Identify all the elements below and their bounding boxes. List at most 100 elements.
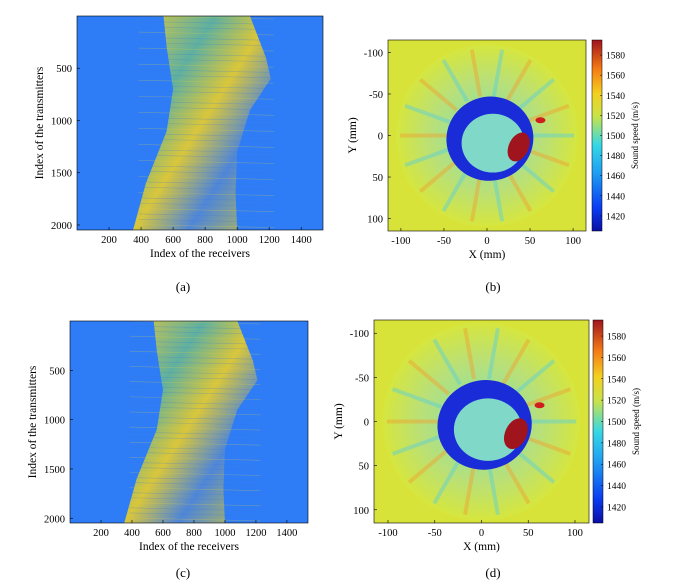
texture-streak — [129, 351, 261, 355]
x-tick-label: 800 — [197, 235, 213, 246]
panel-label: (b) — [485, 279, 500, 294]
colorbar-tick-label: 1460 — [606, 172, 625, 182]
colorbar-tick-label: 1580 — [606, 52, 625, 62]
artifact-streak — [523, 103, 570, 124]
colorbar: 1420 1440 1460 1480 1500 1520 1540 1560 1580 Soun… — [592, 319, 641, 524]
texture-streak — [129, 356, 261, 360]
texture-streak — [129, 321, 261, 325]
colorbar-tick-label: 1540 — [607, 375, 626, 385]
texture-streak — [138, 160, 274, 164]
artifact-streak — [391, 387, 442, 409]
y-tick-label: 500 — [49, 366, 65, 377]
artifact-streak — [404, 103, 451, 124]
texture-streak — [138, 79, 274, 84]
x-axis-label: Index of the receivers — [139, 541, 239, 553]
colorbar-tick-label: 1560 — [606, 72, 625, 82]
texture-streak — [138, 213, 274, 218]
texture-streak — [129, 472, 261, 476]
x-tick-label: 1000 — [227, 235, 248, 246]
high-speed-spot — [535, 117, 546, 124]
artifact-streak — [407, 447, 450, 484]
texture-streak — [129, 386, 261, 390]
colorbar-tick-label: 1520 — [606, 112, 625, 122]
texture-streak — [138, 21, 274, 25]
plot-area — [70, 321, 308, 523]
texture-streak — [138, 106, 274, 111]
x-tick-label: 600 — [165, 235, 181, 246]
y-tick-label: 1000 — [51, 116, 72, 127]
colorbar-tick-label: 1420 — [607, 503, 626, 513]
x-tick-label: 1200 — [259, 235, 280, 246]
texture-streak — [138, 42, 274, 47]
texture-streak — [138, 165, 274, 170]
texture-streak — [129, 436, 261, 441]
artifact-streak — [491, 174, 505, 222]
artifact-streak — [505, 59, 533, 103]
texture-streak — [129, 396, 261, 401]
plot-area — [388, 40, 586, 231]
x-tick-label: 100 — [567, 528, 583, 539]
texture-streak — [138, 133, 274, 137]
texture-streak — [138, 208, 274, 212]
x-axis-label: X (mm) — [469, 249, 506, 261]
texture-streak — [129, 487, 261, 491]
texture-streak — [138, 117, 274, 121]
artifact-streak — [441, 168, 469, 212]
colorbar-tick-label: 1560 — [607, 354, 626, 364]
y-axis-label: Y (mm) — [333, 403, 345, 439]
texture-streak — [138, 47, 274, 52]
texture-streak — [129, 421, 261, 426]
colorbar-tick-label: 1420 — [606, 212, 625, 222]
artifact-streak — [391, 434, 442, 456]
texture-streak — [129, 517, 261, 522]
texture-streak — [138, 144, 274, 148]
texture-streak — [129, 482, 261, 486]
colorbar-label: Sound speed (m/s) — [631, 388, 641, 455]
y-axis-label: Y (mm) — [347, 117, 359, 153]
y-axis-label: Index of the transmitters — [27, 365, 39, 478]
artifact-streak — [469, 174, 483, 222]
artifact-streak — [513, 359, 556, 396]
texture-streak — [138, 149, 274, 154]
panel-label: (a) — [176, 279, 190, 294]
artifact-streak — [407, 359, 450, 396]
texture-streak — [129, 512, 261, 517]
artifact-streak — [418, 77, 458, 112]
texture-streak — [129, 497, 261, 502]
x-tick-label: 1400 — [291, 235, 312, 246]
y-tick-label: 1500 — [51, 169, 72, 180]
texture-streak — [129, 366, 261, 370]
texture-streak — [138, 176, 274, 180]
y-tick-label: -50 — [369, 90, 383, 101]
colorbar: 1420 1440 1460 1480 1500 1520 1540 1560 1580 Soun… — [591, 39, 640, 232]
inner-tissue — [453, 398, 523, 461]
texture-streak — [129, 467, 261, 471]
texture-streak — [129, 330, 261, 335]
artifact-streak — [513, 447, 556, 484]
y-tick-label: 50 — [373, 173, 384, 184]
artifact-streak — [505, 168, 533, 212]
texture-streak — [138, 138, 274, 143]
texture-streak — [129, 502, 261, 507]
texture-streak — [138, 202, 274, 207]
x-tick-label: 600 — [155, 528, 171, 539]
texture-streak — [129, 361, 261, 365]
texture-streak — [138, 112, 274, 116]
x-tick-label: -100 — [378, 528, 397, 539]
axes-frame — [76, 15, 324, 231]
texture-streak — [129, 457, 261, 461]
y-tick-label: 500 — [56, 64, 72, 75]
x-tick-label: 800 — [186, 528, 202, 539]
texture-streak — [129, 335, 261, 340]
x-tick-label: 0 — [484, 236, 489, 247]
texture-streak — [129, 345, 261, 350]
texture-streak — [138, 58, 274, 63]
panel-c: 200 400 600 800 1000 1200 1400 500 1000 1500 2000 I… — [27, 320, 309, 580]
y-axis-label: Index of the transmitters — [34, 66, 46, 179]
artifact-streak — [501, 338, 531, 386]
artifact-streak — [521, 387, 572, 409]
colorbar-label: Sound speed (m/s) — [630, 102, 640, 169]
panel-label: (c) — [176, 565, 190, 580]
x-tick-label: 1400 — [276, 528, 297, 539]
